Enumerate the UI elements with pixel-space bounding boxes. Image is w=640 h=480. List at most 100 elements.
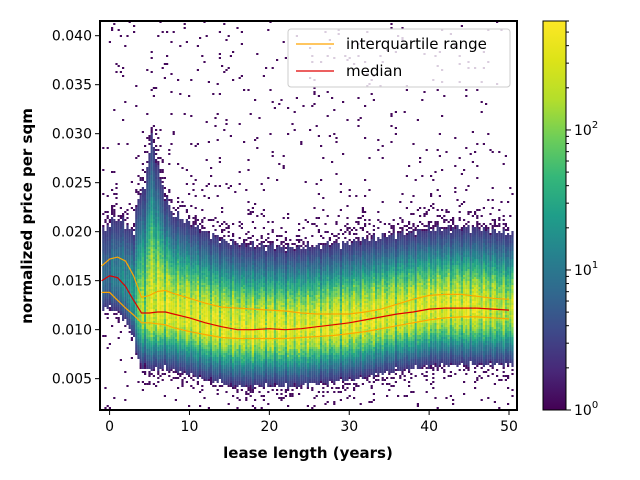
heatmap-cell bbox=[232, 317, 235, 319]
heatmap-cell bbox=[218, 361, 221, 363]
heatmap-cell bbox=[236, 333, 239, 335]
heatmap-cell bbox=[225, 381, 228, 383]
heatmap-cell bbox=[194, 239, 197, 241]
heatmap-cell bbox=[117, 227, 120, 229]
heatmap-cell bbox=[144, 271, 147, 273]
heatmap-cell bbox=[163, 259, 166, 261]
heatmap-cell bbox=[148, 307, 151, 309]
heatmap-cell bbox=[225, 315, 228, 317]
heatmap-cell bbox=[218, 309, 221, 311]
heatmap-cell bbox=[232, 265, 235, 267]
heatmap-cell bbox=[192, 359, 195, 361]
heatmap-cell bbox=[205, 351, 208, 353]
heatmap-cell bbox=[199, 335, 202, 337]
heatmap-cell bbox=[141, 289, 144, 291]
heatmap-cell bbox=[201, 227, 204, 229]
heatmap-cell bbox=[236, 301, 239, 303]
heatmap-cell bbox=[122, 319, 125, 321]
heatmap-cell bbox=[161, 169, 164, 171]
heatmap-cell bbox=[161, 281, 164, 283]
heatmap-cell bbox=[227, 319, 230, 321]
heatmap-cell bbox=[159, 319, 162, 321]
heatmap-cell bbox=[159, 237, 162, 239]
heatmap-cell bbox=[150, 269, 153, 271]
heatmap-cell bbox=[229, 373, 232, 375]
heatmap-cell bbox=[152, 261, 155, 263]
heatmap-cell bbox=[159, 329, 162, 331]
heatmap-cell bbox=[124, 237, 127, 239]
heatmap-cell bbox=[144, 207, 147, 209]
heatmap-cell bbox=[218, 351, 221, 353]
heatmap-cell bbox=[212, 319, 215, 321]
heatmap-cell bbox=[183, 245, 186, 247]
heatmap-cell bbox=[168, 319, 171, 321]
heatmap-cell bbox=[102, 225, 105, 227]
heatmap-cell bbox=[174, 229, 177, 231]
heatmap-cell bbox=[177, 201, 180, 203]
heatmap-cell bbox=[221, 313, 224, 315]
heatmap-cell bbox=[137, 249, 140, 251]
heatmap-cell bbox=[130, 243, 133, 245]
heatmap-cell bbox=[216, 315, 219, 317]
heatmap-cell bbox=[179, 283, 182, 285]
heatmap-cell bbox=[141, 295, 144, 297]
heatmap-cell bbox=[172, 273, 175, 275]
heatmap-cell bbox=[214, 269, 217, 271]
heatmap-cell bbox=[227, 231, 230, 233]
heatmap-cell bbox=[161, 347, 164, 349]
heatmap-cell bbox=[157, 315, 160, 317]
heatmap-cell bbox=[223, 297, 226, 299]
heatmap-cell bbox=[185, 333, 188, 335]
heatmap-cell bbox=[124, 249, 127, 251]
heatmap-cell bbox=[139, 197, 142, 199]
heatmap-cell bbox=[223, 247, 226, 249]
heatmap-cell bbox=[192, 297, 195, 299]
heatmap-cell bbox=[155, 153, 158, 155]
heatmap-cell bbox=[161, 369, 164, 371]
heatmap-cell bbox=[214, 339, 217, 341]
heatmap-cell bbox=[137, 331, 140, 333]
heatmap-cell bbox=[150, 223, 153, 225]
heatmap-cell bbox=[137, 245, 140, 247]
heatmap-cell bbox=[203, 305, 206, 307]
heatmap-cell bbox=[122, 309, 125, 311]
heatmap-cell bbox=[157, 283, 160, 285]
heatmap-cell bbox=[159, 177, 162, 179]
heatmap-cell bbox=[113, 251, 116, 253]
heatmap-cell bbox=[102, 235, 105, 237]
heatmap-cell bbox=[150, 327, 153, 329]
heatmap-cell bbox=[214, 365, 217, 367]
heatmap-cell bbox=[227, 275, 230, 277]
heatmap-cell bbox=[146, 201, 149, 203]
heatmap-cell bbox=[155, 183, 158, 185]
heatmap-cell bbox=[137, 155, 140, 157]
heatmap-cell bbox=[238, 345, 241, 347]
heatmap-cell bbox=[137, 193, 140, 195]
heatmap-cell bbox=[106, 303, 109, 305]
heatmap-cell bbox=[194, 235, 197, 237]
heatmap-cell bbox=[144, 151, 147, 153]
heatmap-cell bbox=[214, 319, 217, 321]
heatmap-cell bbox=[188, 251, 191, 253]
heatmap-cell bbox=[115, 285, 118, 287]
heatmap-cell bbox=[122, 263, 125, 265]
heatmap-cell bbox=[152, 339, 155, 341]
heatmap-cell bbox=[106, 273, 109, 275]
heatmap-cell bbox=[157, 285, 160, 287]
heatmap-cell bbox=[146, 355, 149, 357]
heatmap-cell bbox=[144, 265, 147, 267]
heatmap-cell bbox=[207, 243, 210, 245]
heatmap-cell bbox=[199, 307, 202, 309]
heatmap-cell bbox=[139, 195, 142, 197]
heatmap-cell bbox=[201, 257, 204, 259]
heatmap-cell bbox=[192, 357, 195, 359]
heatmap-cell bbox=[232, 239, 235, 241]
heatmap-cell bbox=[210, 175, 213, 177]
heatmap-cell bbox=[203, 281, 206, 283]
heatmap-cell bbox=[185, 349, 188, 351]
heatmap-cell bbox=[108, 303, 111, 305]
heatmap-cell bbox=[196, 325, 199, 327]
heatmap-cell bbox=[194, 285, 197, 287]
heatmap-cell bbox=[106, 217, 109, 219]
heatmap-cell bbox=[207, 353, 210, 355]
